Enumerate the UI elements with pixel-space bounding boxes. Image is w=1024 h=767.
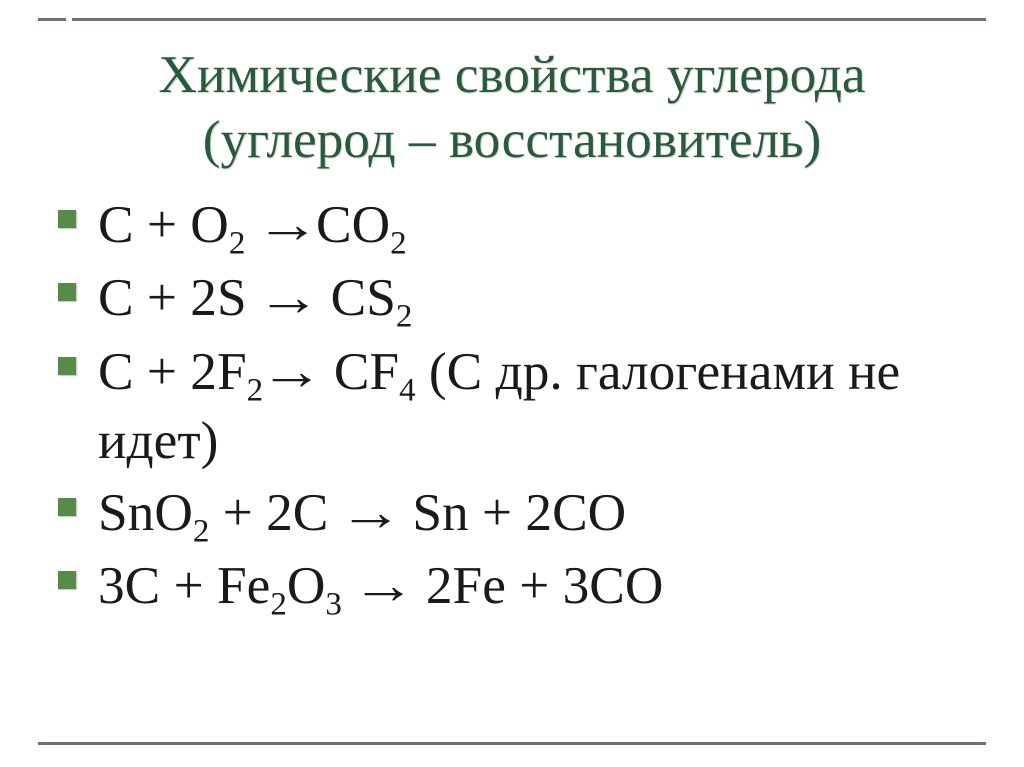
top-rule-left	[38, 18, 66, 21]
title-line-2: (углерод – восстановитель)	[158, 107, 865, 172]
equation-text: 3C + Fe2O3 → 2Fe + 3CO	[98, 551, 663, 620]
reaction-arrow-icon: →	[338, 479, 402, 547]
reaction-arrow-icon: →	[352, 552, 416, 620]
equation-item: SnO2 + 2C → Sn + 2CO	[58, 478, 986, 547]
equation-item: C + O2 →CO2	[58, 190, 986, 259]
equation-item: C + 2S → CS2	[58, 263, 986, 332]
slide-title: Химические свойства углерода (углерод – …	[158, 42, 865, 172]
reaction-arrow-icon: →	[257, 264, 321, 332]
title-container: Химические свойства углерода (углерод – …	[38, 42, 986, 172]
reaction-arrow-icon: →	[255, 191, 319, 259]
title-line-1: Химические свойства углерода	[158, 42, 865, 107]
equation-item: C + 2F2→ CF4 (С др. галогенами не идет)	[58, 337, 986, 475]
square-bullet-icon	[58, 357, 76, 375]
bottom-rule	[38, 742, 986, 745]
square-bullet-icon	[58, 283, 76, 301]
square-bullet-icon	[58, 571, 76, 589]
square-bullet-icon	[58, 210, 76, 228]
equation-text: C + 2F2→ CF4 (С др. галогенами не идет)	[98, 337, 986, 475]
slide: Химические свойства углерода (углерод – …	[0, 0, 1024, 767]
equation-item: 3C + Fe2O3 → 2Fe + 3CO	[58, 551, 986, 620]
equation-text: C + O2 →CO2	[98, 190, 407, 259]
reaction-arrow-icon: →	[260, 338, 324, 406]
top-rule-right	[72, 18, 986, 21]
equation-text: SnO2 + 2C → Sn + 2CO	[98, 478, 626, 547]
equation-text: C + 2S → CS2	[98, 263, 412, 332]
square-bullet-icon	[58, 498, 76, 516]
slide-body: C + O2 →CO2C + 2S → CS2C + 2F2→ CF4 (С д…	[38, 190, 986, 621]
